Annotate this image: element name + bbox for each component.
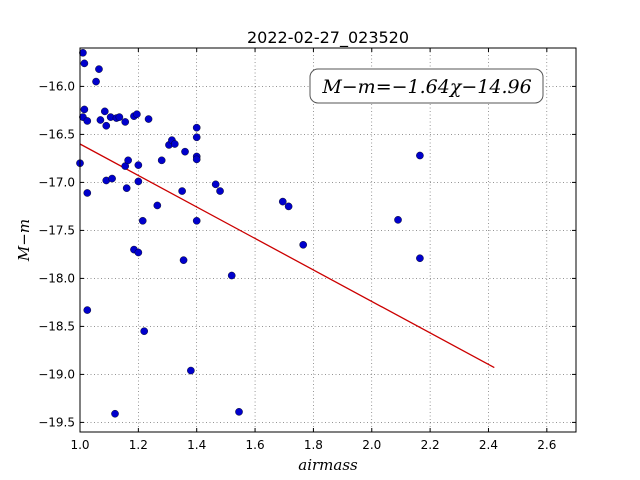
fit-line bbox=[79, 143, 495, 369]
data-point bbox=[101, 107, 109, 116]
data-point bbox=[416, 151, 424, 160]
data-point bbox=[157, 156, 166, 165]
data-point bbox=[122, 184, 131, 192]
x-tick-label: 1.4 bbox=[187, 438, 206, 452]
x-tick-label: 2.2 bbox=[421, 438, 440, 452]
data-point bbox=[80, 105, 89, 114]
fit-equation-frame bbox=[309, 68, 544, 104]
data-point bbox=[108, 174, 116, 183]
axis-ticks bbox=[79, 48, 576, 432]
data-point bbox=[284, 202, 293, 211]
y-tick-label: −19.5 bbox=[38, 415, 75, 429]
data-point bbox=[80, 59, 89, 68]
data-point bbox=[115, 113, 124, 121]
data-point bbox=[394, 216, 402, 224]
data-point bbox=[179, 256, 188, 264]
x-tick-labels: 1.0 1.2 1.4 1.6 1.8 2.0 2.2 2.4 2.6 bbox=[70, 438, 556, 452]
x-tick-label: 2.0 bbox=[362, 438, 381, 452]
data-point bbox=[121, 118, 130, 126]
data-point bbox=[178, 187, 186, 195]
data-point bbox=[83, 117, 92, 125]
data-point bbox=[124, 156, 132, 165]
data-points bbox=[76, 49, 424, 418]
y-tick-label: −18.0 bbox=[38, 271, 75, 285]
y-tick-label: −17.5 bbox=[38, 223, 75, 237]
data-point bbox=[153, 201, 162, 210]
data-point bbox=[134, 248, 143, 257]
data-point bbox=[192, 155, 201, 164]
y-tick-label: −18.5 bbox=[38, 319, 75, 333]
fit-equation-box: M−m=−1.64χ−14.96 bbox=[309, 68, 544, 104]
y-tick-label: −17.0 bbox=[38, 175, 75, 189]
data-point bbox=[216, 187, 224, 195]
data-point bbox=[416, 254, 424, 263]
chart-title: 2022-02-27_023520 bbox=[247, 28, 409, 48]
data-point bbox=[144, 115, 153, 123]
x-tick-label: 1.8 bbox=[304, 438, 323, 452]
x-tick-label: 2.6 bbox=[537, 438, 556, 452]
plot-frame bbox=[79, 47, 577, 433]
data-point bbox=[96, 116, 105, 124]
data-point bbox=[211, 180, 220, 189]
data-point bbox=[83, 189, 92, 197]
data-point bbox=[299, 240, 308, 249]
data-point bbox=[227, 271, 236, 280]
y-tick-label: −19.0 bbox=[38, 367, 75, 381]
x-tick-label: 1.2 bbox=[129, 438, 148, 452]
y-tick-labels: −16.0 −16.5 −17.0 −17.5 −18.0 −18.5 −19.0 −19.5 bbox=[38, 79, 75, 429]
x-tick-label: 1.6 bbox=[246, 438, 265, 452]
fit-equation-text: M−m=−1.64χ−14.96 bbox=[321, 76, 531, 98]
data-point bbox=[278, 197, 287, 206]
data-point bbox=[79, 49, 87, 57]
data-point bbox=[83, 306, 92, 314]
data-point bbox=[138, 216, 147, 225]
data-point bbox=[102, 121, 111, 130]
data-point bbox=[111, 409, 119, 418]
data-point bbox=[92, 77, 100, 86]
data-point bbox=[187, 366, 195, 375]
data-point bbox=[171, 140, 179, 148]
data-point bbox=[192, 133, 201, 142]
fit-line-group bbox=[79, 143, 495, 369]
data-point bbox=[95, 65, 103, 73]
data-point bbox=[181, 147, 189, 156]
x-tick-label: 2.4 bbox=[479, 438, 498, 452]
data-point bbox=[192, 123, 201, 132]
data-point bbox=[133, 110, 141, 119]
data-point bbox=[192, 216, 201, 225]
data-point bbox=[134, 177, 143, 186]
y-axis-label: M−m bbox=[15, 219, 33, 262]
data-point bbox=[140, 327, 148, 336]
data-point bbox=[235, 408, 243, 416]
x-axis-label: airmass bbox=[298, 456, 358, 474]
x-tick-label: 1.0 bbox=[70, 438, 89, 452]
y-tick-label: −16.0 bbox=[38, 79, 75, 93]
y-tick-label: −16.5 bbox=[38, 127, 75, 141]
data-point bbox=[134, 161, 143, 169]
